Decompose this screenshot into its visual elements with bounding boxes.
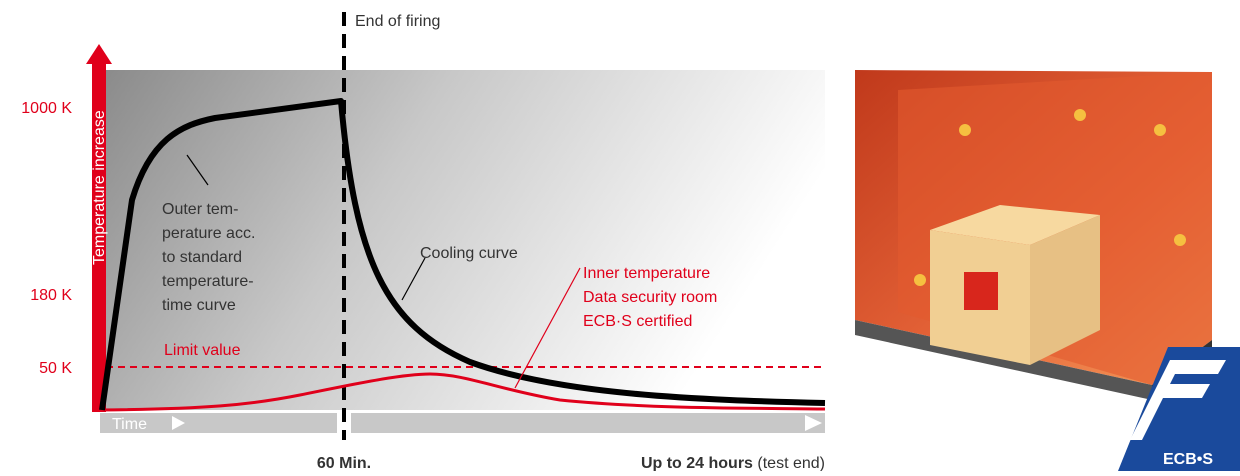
safe-top: [930, 205, 1100, 245]
annotation-line: ECB·S certified: [583, 313, 692, 330]
time-arrow: [172, 416, 185, 430]
outer-curve: [99, 98, 826, 411]
x-mid-label: 60 Min.: [317, 455, 371, 471]
annotation-line: Inner temperature: [583, 265, 710, 282]
limit-label: Limit value: [164, 342, 241, 359]
time-bar: [100, 413, 337, 433]
cooling-annotation: Cooling curve: [420, 245, 518, 262]
burner: [914, 274, 926, 286]
burner: [959, 124, 971, 136]
y-label: 1000 K: [21, 100, 72, 117]
annotation-line: temperature-: [162, 273, 254, 290]
room-illustration: [855, 70, 1212, 400]
burner: [1154, 124, 1166, 136]
time-label: Time: [112, 416, 147, 433]
room-floor-edge: [855, 320, 1152, 400]
ecbs-logo: ECB•S: [1118, 347, 1240, 471]
chart-background: [100, 70, 825, 410]
safe-label: [964, 272, 998, 310]
burner: [1174, 234, 1186, 246]
y-axis: [92, 62, 106, 412]
outer-annotation: Outer tem-perature acc. to standard temper…: [162, 201, 255, 314]
safe-side: [1030, 215, 1100, 365]
y-label: 180 K: [30, 287, 72, 304]
inner-annotation: Inner temperature Data security room ECB·S…: [583, 265, 717, 330]
burner: [1074, 109, 1086, 121]
time-arrow: [805, 415, 822, 431]
y-axis-label: Temperature increase: [91, 110, 108, 265]
annotation-line: perature acc.: [162, 225, 255, 242]
x-end-label: Up to 24 hours (test end): [641, 455, 825, 471]
logo-text: ECB•S: [1163, 451, 1213, 468]
logo-stripe: [1130, 360, 1182, 440]
y-label: 50 K: [39, 360, 72, 377]
x-end-rest: (test end): [757, 455, 825, 471]
time-bar: [351, 413, 825, 433]
inner-curve: [99, 372, 826, 412]
annotation-line: Data security room: [583, 289, 717, 306]
pointer: [401, 257, 426, 301]
pointer: [514, 267, 581, 389]
annotation-line: Outer tem-: [162, 201, 238, 218]
annotation-line: time curve: [162, 297, 236, 314]
x-end-bold: Up to 24 hours: [641, 455, 753, 471]
pointer: [186, 154, 209, 186]
annotation-line: to standard: [162, 249, 242, 266]
logo-stripe: [1166, 360, 1226, 374]
end-label: End of firing: [355, 13, 440, 30]
logo-shape: [1118, 347, 1240, 471]
y-axis-arrow: [86, 44, 112, 64]
